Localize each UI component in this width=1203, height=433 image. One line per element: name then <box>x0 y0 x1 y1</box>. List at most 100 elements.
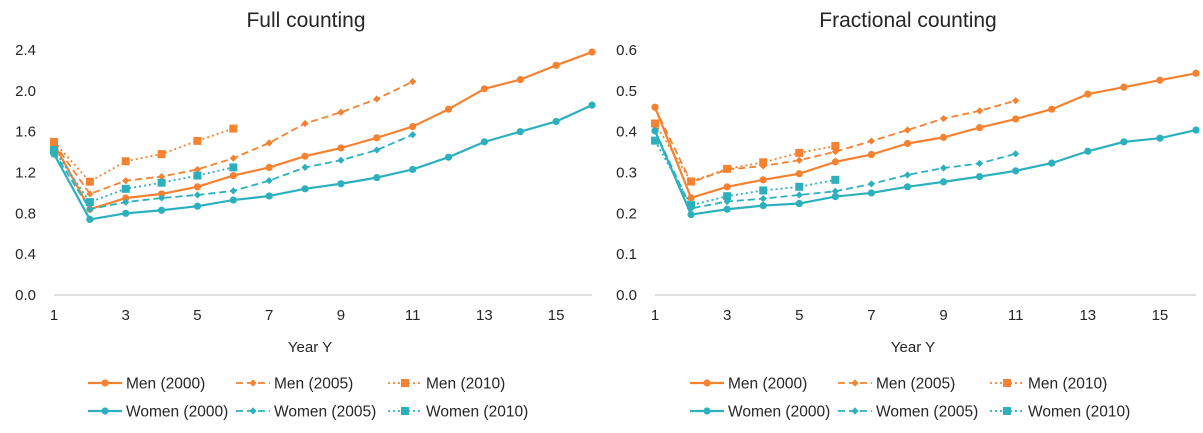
data-point <box>229 171 237 180</box>
legend-label: Women (2010) <box>1028 404 1130 421</box>
data-point <box>867 189 876 197</box>
data-point <box>265 139 273 147</box>
x-tick-label: 15 <box>1152 307 1169 324</box>
data-point <box>976 123 984 132</box>
legend-label: Men (2000) <box>728 376 807 393</box>
data-point <box>516 128 524 136</box>
legend-marker <box>249 379 257 387</box>
data-point <box>795 148 804 157</box>
legend: Men (2000) Men (2005) Men (2010) Women (200… <box>690 376 1130 421</box>
series-line <box>53 104 593 221</box>
data-point <box>193 171 202 180</box>
legend-item: Women (2010) <box>388 404 528 421</box>
x-tick-label: 3 <box>122 307 130 324</box>
data-point <box>193 183 202 191</box>
data-point <box>193 165 202 174</box>
data-point <box>723 183 731 191</box>
data-point <box>588 101 596 109</box>
data-point <box>552 117 560 126</box>
data-point <box>651 104 659 112</box>
y-tick-label: 0.2 <box>616 205 637 222</box>
y-tick-label: 0.4 <box>616 124 637 141</box>
data-point <box>373 134 381 142</box>
y-tick-label: 0.3 <box>616 165 637 182</box>
legend-label: Men (2000) <box>126 376 205 393</box>
data-point <box>687 177 696 186</box>
data-point <box>409 122 417 131</box>
series-line <box>53 127 234 183</box>
legend-marker <box>1003 407 1011 415</box>
chart-title: Full counting <box>246 9 365 32</box>
data-point <box>337 108 345 116</box>
x-tick-label: 13 <box>476 307 493 324</box>
data-point <box>867 180 875 188</box>
x-axis-label: Year Y <box>891 339 935 356</box>
data-point <box>795 170 803 178</box>
data-point <box>373 174 381 182</box>
data-point <box>444 105 453 113</box>
legend-item: Women (2010) <box>990 404 1130 421</box>
x-tick-label: 13 <box>1079 307 1096 324</box>
data-point <box>229 196 237 204</box>
data-point <box>552 61 560 69</box>
legend-label: Women (2000) <box>126 404 228 421</box>
x-tick-label: 15 <box>548 307 565 324</box>
data-point <box>50 146 58 155</box>
series-line <box>654 99 1016 184</box>
data-point <box>337 156 345 164</box>
data-point <box>903 183 912 191</box>
data-point <box>795 182 804 191</box>
data-point <box>1012 115 1020 123</box>
data-point <box>122 177 130 185</box>
series-women-2000 <box>651 126 1200 219</box>
data-point <box>867 150 876 159</box>
data-point <box>723 192 732 201</box>
data-point <box>1192 69 1200 77</box>
legend-item: Men (2010) <box>990 376 1107 393</box>
y-tick-label: 0.1 <box>616 246 637 263</box>
data-point <box>687 201 696 210</box>
data-point <box>651 127 659 135</box>
data-point <box>50 137 58 146</box>
data-point <box>158 172 166 181</box>
y-tick-label: 1.6 <box>15 124 36 141</box>
data-point <box>1192 126 1200 134</box>
chart-panel-2: Fractional counting 0.0 0.1 0.2 0.3 0.4 0.5 0.6… <box>616 9 1200 421</box>
legend-label: Men (2005) <box>876 376 955 393</box>
data-point <box>157 150 166 159</box>
data-point <box>939 115 948 123</box>
series-women-2005 <box>651 127 1020 213</box>
y-tick-label: 0.0 <box>616 287 637 304</box>
legend-label: Women (2005) <box>876 404 978 421</box>
x-tick-label: 11 <box>405 307 421 324</box>
data-point <box>687 194 695 202</box>
data-point <box>1084 147 1092 155</box>
legend-label: Men (2010) <box>1028 376 1107 393</box>
legend-marker <box>703 407 711 415</box>
data-point <box>1048 159 1056 167</box>
x-tick-label: 9 <box>939 307 947 324</box>
x-tick-label: 7 <box>265 307 273 324</box>
data-point <box>480 138 488 146</box>
legend-label: Women (2010) <box>426 404 528 421</box>
data-point <box>976 159 984 168</box>
data-point <box>337 144 345 152</box>
series-line <box>653 72 1197 199</box>
data-point <box>903 139 912 148</box>
data-point <box>795 199 803 208</box>
data-point <box>193 136 202 145</box>
data-point <box>1120 138 1128 146</box>
data-point <box>301 185 309 193</box>
data-point <box>409 78 417 86</box>
data-point <box>759 158 768 167</box>
data-point <box>301 163 309 171</box>
legend-item: Men (2010) <box>388 376 505 393</box>
data-point <box>193 202 202 210</box>
data-point <box>265 177 273 185</box>
data-point <box>831 141 840 150</box>
data-point <box>759 201 767 210</box>
data-point <box>588 48 596 56</box>
x-tick-label: 3 <box>723 307 731 324</box>
